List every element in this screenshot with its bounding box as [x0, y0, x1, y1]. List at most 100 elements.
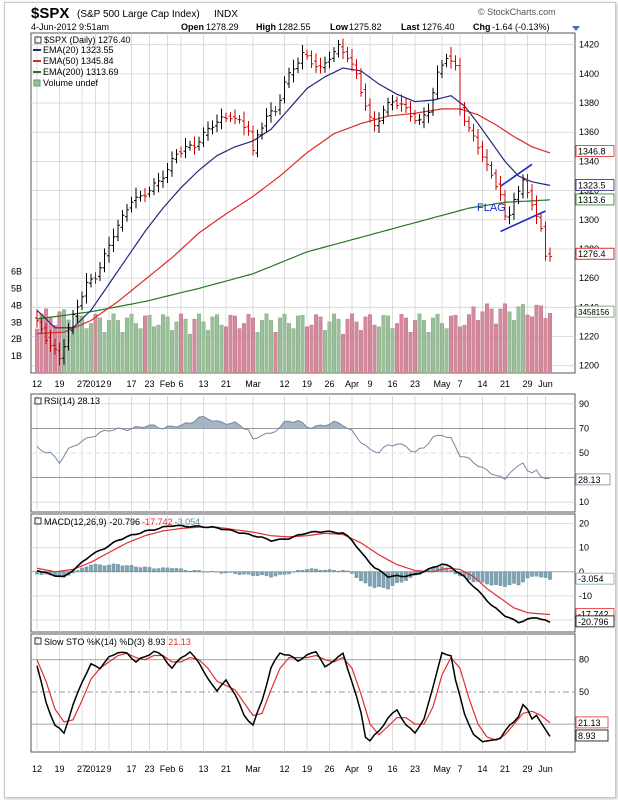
x-tick-label: Jun	[538, 379, 553, 389]
macd-hist-bar	[467, 571, 471, 580]
macd-hist-bar	[498, 571, 503, 586]
price-bar	[161, 170, 165, 188]
macd-hist-bar	[521, 571, 525, 583]
x-tick-label: 27	[77, 764, 87, 774]
macd-hist-bar	[183, 570, 188, 572]
price-bars	[35, 38, 552, 366]
volume-bar	[413, 320, 418, 374]
volume-bar	[237, 328, 242, 374]
macd-hist-bar	[381, 571, 386, 588]
volume-bar	[314, 314, 319, 374]
macd-tick-label: 10	[579, 543, 589, 553]
high-value: 1282.55	[278, 22, 311, 32]
macd-hist-bar	[300, 570, 305, 572]
volume-bar	[241, 323, 246, 374]
x-tick-label: 6	[178, 379, 183, 389]
macd-hist-bar	[116, 564, 120, 572]
price-bar	[264, 108, 269, 133]
price-bar	[399, 94, 404, 112]
volume-bar	[84, 328, 89, 374]
price-bar	[233, 109, 237, 125]
volume-bar	[88, 323, 93, 374]
price-bar	[494, 169, 498, 190]
volume-bar	[525, 314, 530, 374]
volume-bar	[372, 324, 377, 374]
macd-last-label: -17.742	[578, 610, 609, 620]
price-bar	[507, 206, 512, 225]
x-tick-label: 21	[500, 379, 510, 389]
volume-last-label: 3458156	[578, 308, 610, 317]
sto-last-label: 8.93	[578, 731, 596, 741]
x-tick-label: 12	[32, 379, 42, 389]
volume-bar	[35, 328, 40, 374]
macd-hist-bar	[539, 571, 543, 578]
price-bar	[93, 272, 98, 284]
volume-bar	[102, 332, 107, 374]
brand-text: © StockCharts.com	[478, 7, 556, 17]
price-bar	[183, 138, 188, 159]
price-bar	[422, 107, 426, 129]
macd-hist-bar	[170, 568, 174, 572]
macd-hist-bar	[174, 568, 179, 572]
price-bar	[219, 108, 224, 130]
macd-hist-bar	[197, 570, 201, 572]
rsi-last-label: 28.13	[578, 475, 601, 485]
macd-legend: MACD(12,26,9) -20.796 -17.742 -3.054	[44, 517, 200, 527]
price-bar	[44, 323, 48, 345]
volume-bar	[485, 303, 490, 374]
d-value: 21.13	[168, 637, 191, 647]
price-bar	[458, 58, 462, 116]
macd-hist-bar	[314, 568, 318, 572]
volume-layer	[35, 303, 553, 374]
volume-bar	[57, 311, 62, 374]
macd-hist-bar	[210, 571, 215, 572]
macd-hist-bar	[494, 571, 498, 585]
volume-bar	[264, 313, 269, 374]
volume-bar	[530, 316, 535, 374]
x-tick-label: Apr	[345, 764, 359, 774]
macd-hist-bar	[287, 571, 291, 575]
price-bar	[206, 121, 210, 141]
last-value: 1276.40	[422, 22, 455, 32]
volume-bar	[444, 328, 449, 374]
macd-panel	[30, 513, 576, 633]
price-bar	[341, 38, 345, 60]
price-bar	[323, 56, 327, 73]
price-bar	[39, 317, 44, 333]
price-bar	[71, 309, 75, 335]
price-bar	[291, 59, 296, 83]
price-tick-label: 1420	[579, 40, 599, 50]
price-bar	[278, 94, 282, 115]
price-bar	[287, 67, 291, 88]
sto-panel	[30, 633, 576, 753]
volume-bar	[156, 324, 161, 374]
rsi-tick-label: 70	[579, 423, 589, 433]
price-bar	[503, 189, 507, 221]
price-bar	[35, 309, 39, 328]
volume-bar	[471, 306, 476, 374]
price-bar	[197, 136, 201, 151]
chg-value: -1.64 (-0.13%)	[492, 22, 550, 32]
macd-hist-bar	[503, 571, 507, 587]
x-tick-label: 13	[198, 379, 208, 389]
x-tick-label: 7	[457, 764, 462, 774]
volume-bar	[476, 320, 481, 374]
price-bar	[386, 97, 390, 116]
macd-tick-label: 0	[579, 567, 584, 577]
macd-tick-label: 20	[579, 519, 589, 529]
macd-tick-label: -10	[579, 591, 592, 601]
price-legend-swatch	[34, 36, 42, 44]
volume-bar	[142, 315, 147, 374]
price-bar	[179, 146, 183, 158]
volume-bar	[133, 323, 138, 374]
volume-bar	[138, 328, 143, 374]
macd-hist-bar	[359, 571, 363, 582]
x-tick-label: Apr	[345, 379, 359, 389]
macd-hist-bar	[282, 571, 287, 575]
price-tick-label: 1380	[579, 98, 599, 108]
macd-last-box	[575, 572, 615, 585]
macd-hist-bar	[507, 571, 512, 586]
x-tick-label: 21	[221, 379, 231, 389]
axis-labels: 121219192727201220129917172323FebFeb6613…	[11, 40, 615, 774]
dropdown-triangle-icon[interactable]	[572, 26, 580, 31]
